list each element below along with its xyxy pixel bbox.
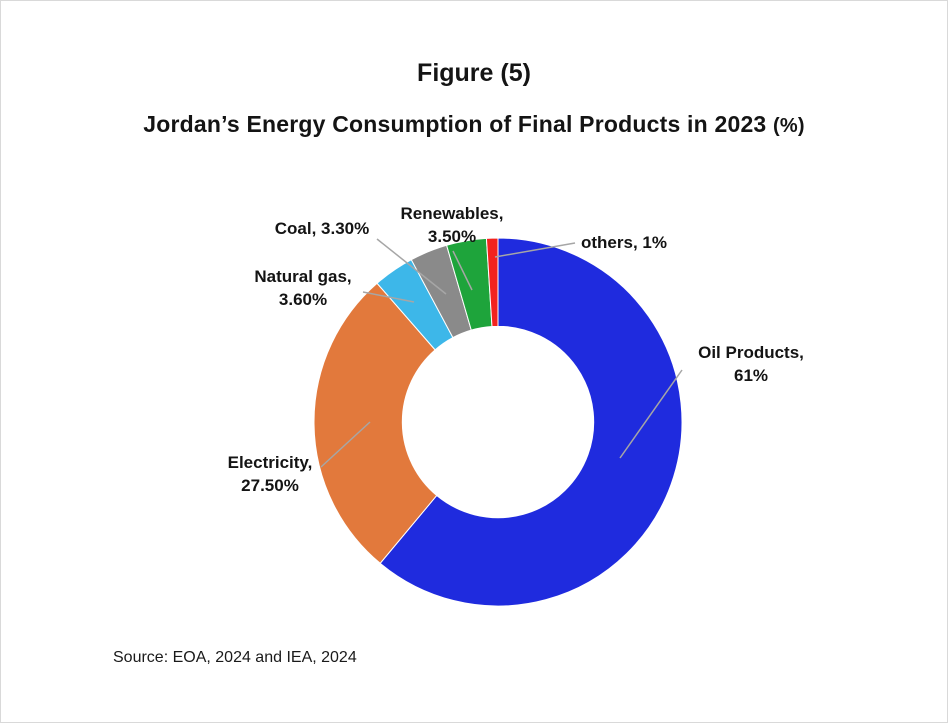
chart-title-text: Jordan’s Energy Consumption of Final Pro… — [143, 111, 767, 137]
donut-slice-electricity — [313, 282, 438, 565]
slice-label-others-line1: others, 1% — [581, 233, 667, 252]
slice-label-oil-products-line1: Oil Products, — [698, 343, 804, 362]
slice-label-coal: Coal, 3.30% — [257, 217, 387, 240]
slice-label-renewables: Renewables, 3.50% — [387, 202, 517, 248]
slice-label-oil-products: Oil Products, 61% — [681, 341, 821, 387]
figure-caption: Figure (5) — [417, 59, 531, 87]
chart-title-suffix: (%) — [773, 115, 805, 137]
slice-label-electricity-line2: 27.50% — [241, 476, 299, 495]
leader-line-coal — [376, 238, 447, 295]
slice-label-electricity-line1: Electricity, — [227, 453, 313, 472]
slice-label-renewables-line1: Renewables, — [400, 204, 504, 223]
slice-label-natural-gas-line2: 3.60% — [278, 290, 328, 309]
leader-line-renewables — [452, 250, 473, 291]
leader-lines-group — [320, 238, 683, 468]
slice-label-natural-gas-line1: Natural gas, — [254, 267, 352, 286]
leader-line-oil-products — [619, 369, 683, 459]
slice-label-coal-line1: Coal, 3.30% — [274, 219, 370, 238]
slice-label-others: others, 1% — [581, 231, 691, 254]
slice-label-renewables-line2: 3.50% — [427, 227, 477, 246]
source-note: Source: EOA, 2024 and IEA, 2024 — [113, 649, 357, 666]
donut-slice-oil-products — [379, 237, 683, 607]
slice-label-oil-products-line2: 61% — [733, 366, 769, 385]
leader-line-natural-gas — [362, 291, 415, 303]
leader-line-others — [494, 242, 576, 258]
slice-label-natural-gas: Natural gas, 3.60% — [238, 265, 368, 311]
donut-slices-group — [313, 237, 683, 607]
chart-title: Jordan’s Energy Consumption of Final Pro… — [1, 111, 947, 138]
slice-label-electricity: Electricity, 27.50% — [205, 451, 335, 497]
leader-line-electricity — [320, 421, 371, 468]
donut-slice-others — [485, 237, 499, 328]
